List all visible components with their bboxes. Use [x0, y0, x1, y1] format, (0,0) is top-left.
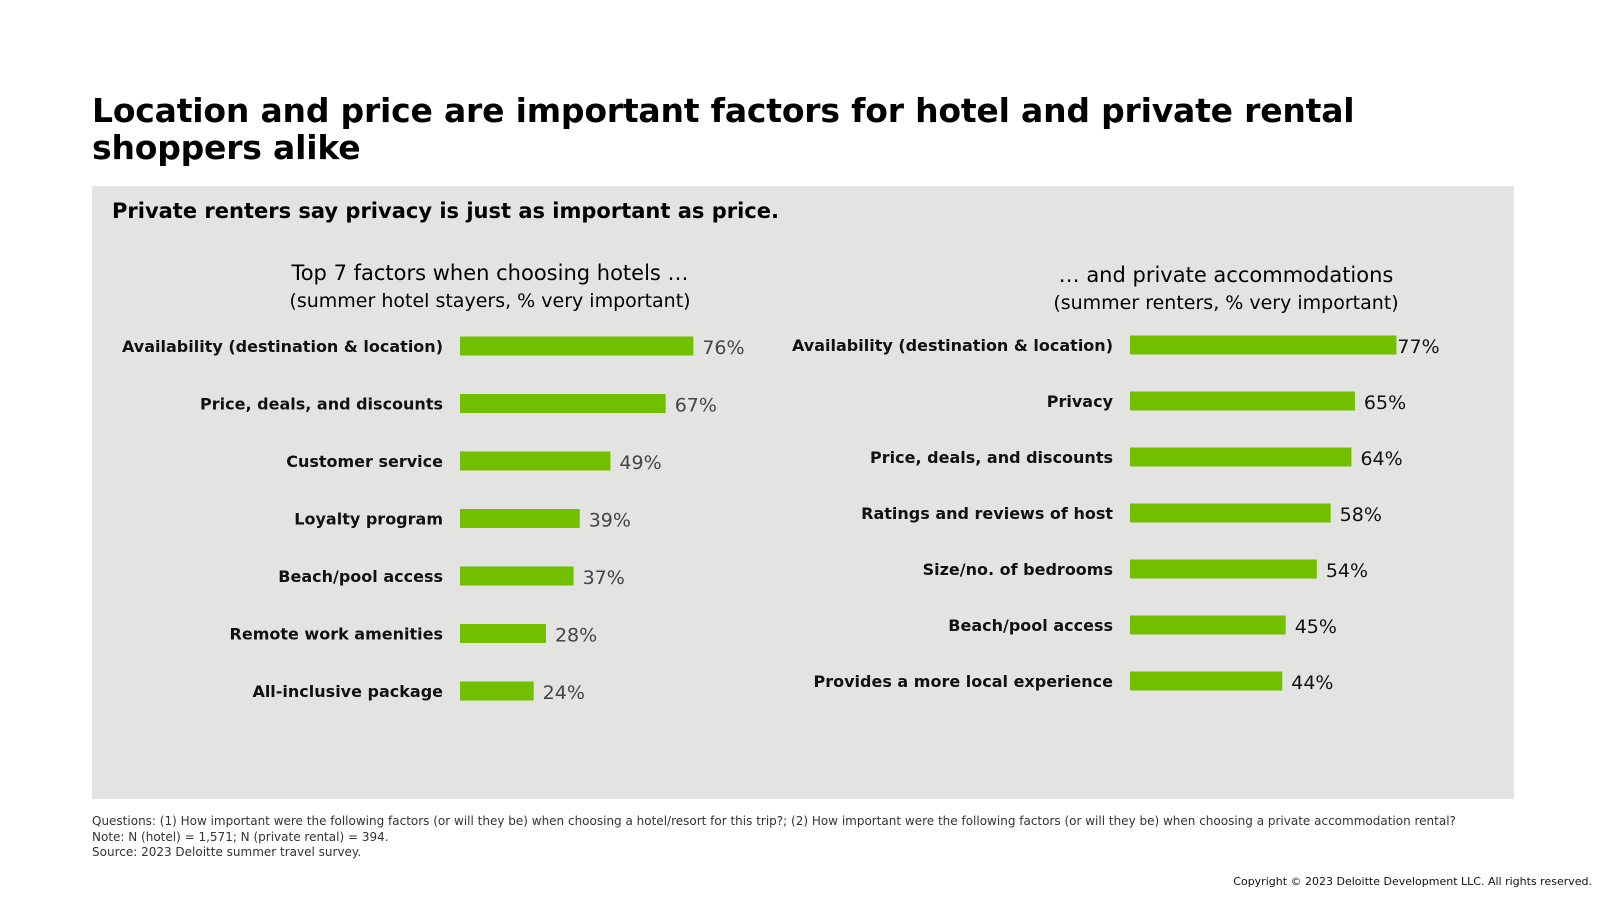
rental-category-label: Privacy	[1047, 392, 1114, 411]
hotel-category-label: Loyalty program	[294, 510, 443, 529]
hotel-bar	[460, 336, 694, 356]
hotel-bar	[460, 624, 546, 643]
rental-chart-title: … and private accommodations	[1058, 263, 1394, 287]
hotel-bar-chart: Availability (destination & location) 76%…	[122, 336, 745, 704]
rental-bar	[1130, 671, 1283, 691]
hotel-category-label: Remote work amenities	[230, 625, 443, 644]
rental-value-label: 45%	[1295, 616, 1337, 638]
rental-bar	[1130, 503, 1331, 523]
rental-value-label: 58%	[1340, 504, 1382, 526]
footnote-note: Note: N (hotel) = 1,571; N (private rent…	[92, 829, 389, 844]
page-title: Location and price are important factors…	[92, 91, 1355, 167]
hotel-value-label: 28%	[555, 625, 597, 647]
hotel-chart-heading: Top 7 factors when choosing hotels … (su…	[230, 258, 750, 314]
rental-category-label: Provides a more local experience	[813, 672, 1113, 691]
hotel-value-label: 76%	[702, 337, 744, 359]
rental-bar	[1130, 335, 1397, 355]
hotel-bar	[460, 509, 580, 528]
rental-chart-subtitle: (summer renters, % very important)	[1053, 292, 1399, 314]
hotel-value-label: 39%	[589, 510, 631, 532]
rental-category-label: Availability (destination & location)	[792, 336, 1113, 355]
rental-bar	[1130, 447, 1352, 467]
rental-value-label: 77%	[1397, 336, 1439, 358]
copyright: Copyright © 2023 Deloitte Development LL…	[1233, 875, 1592, 888]
rental-value-label: 54%	[1326, 560, 1368, 582]
rental-bar	[1130, 559, 1317, 579]
hotel-chart-subtitle: (summer hotel stayers, % very important)	[289, 290, 691, 312]
rental-category-label: Beach/pool access	[948, 616, 1113, 635]
rental-chart-heading: … and private accommodations (summer ren…	[966, 260, 1486, 316]
rental-bar-chart: Availability (destination & location) 77%…	[792, 335, 1440, 694]
hotel-category-label: Beach/pool access	[278, 567, 443, 586]
hotel-value-label: 24%	[543, 682, 585, 704]
hotel-bar	[460, 681, 534, 701]
rental-value-label: 44%	[1291, 672, 1333, 694]
footnote-questions: Questions: (1) How important were the fo…	[92, 814, 1456, 828]
panel-subtitle: Private renters say privacy is just as i…	[112, 199, 779, 223]
bar-charts: Availability (destination & location) 76%…	[92, 186, 1514, 799]
footnotes: Questions: (1) How important were the fo…	[92, 814, 1552, 861]
rental-value-label: 64%	[1360, 448, 1402, 470]
rental-category-label: Size/no. of bedrooms	[923, 560, 1113, 579]
rental-bar	[1130, 615, 1286, 635]
chart-panel: Private renters say privacy is just as i…	[92, 186, 1514, 799]
hotel-value-label: 49%	[619, 452, 661, 474]
rental-category-label: Ratings and reviews of host	[861, 504, 1113, 523]
hotel-category-label: Availability (destination & location)	[122, 337, 443, 356]
hotel-bar	[460, 394, 666, 413]
hotel-value-label: 37%	[583, 567, 625, 589]
hotel-category-label: Customer service	[286, 452, 443, 471]
hotel-bar	[460, 451, 611, 471]
hotel-value-label: 67%	[675, 395, 717, 417]
rental-value-label: 65%	[1364, 392, 1406, 414]
rental-category-label: Price, deals, and discounts	[870, 448, 1113, 467]
hotel-bar	[460, 566, 574, 586]
hotel-chart-title: Top 7 factors when choosing hotels …	[291, 261, 689, 285]
hotel-category-label: All-inclusive package	[252, 682, 443, 701]
hotel-category-label: Price, deals, and discounts	[200, 395, 443, 414]
rental-bar	[1130, 391, 1355, 411]
footnote-source: Source: 2023 Deloitte summer travel surv…	[92, 845, 362, 859]
bar-charts-svg: Availability (destination & location) 76%…	[122, 335, 1440, 704]
